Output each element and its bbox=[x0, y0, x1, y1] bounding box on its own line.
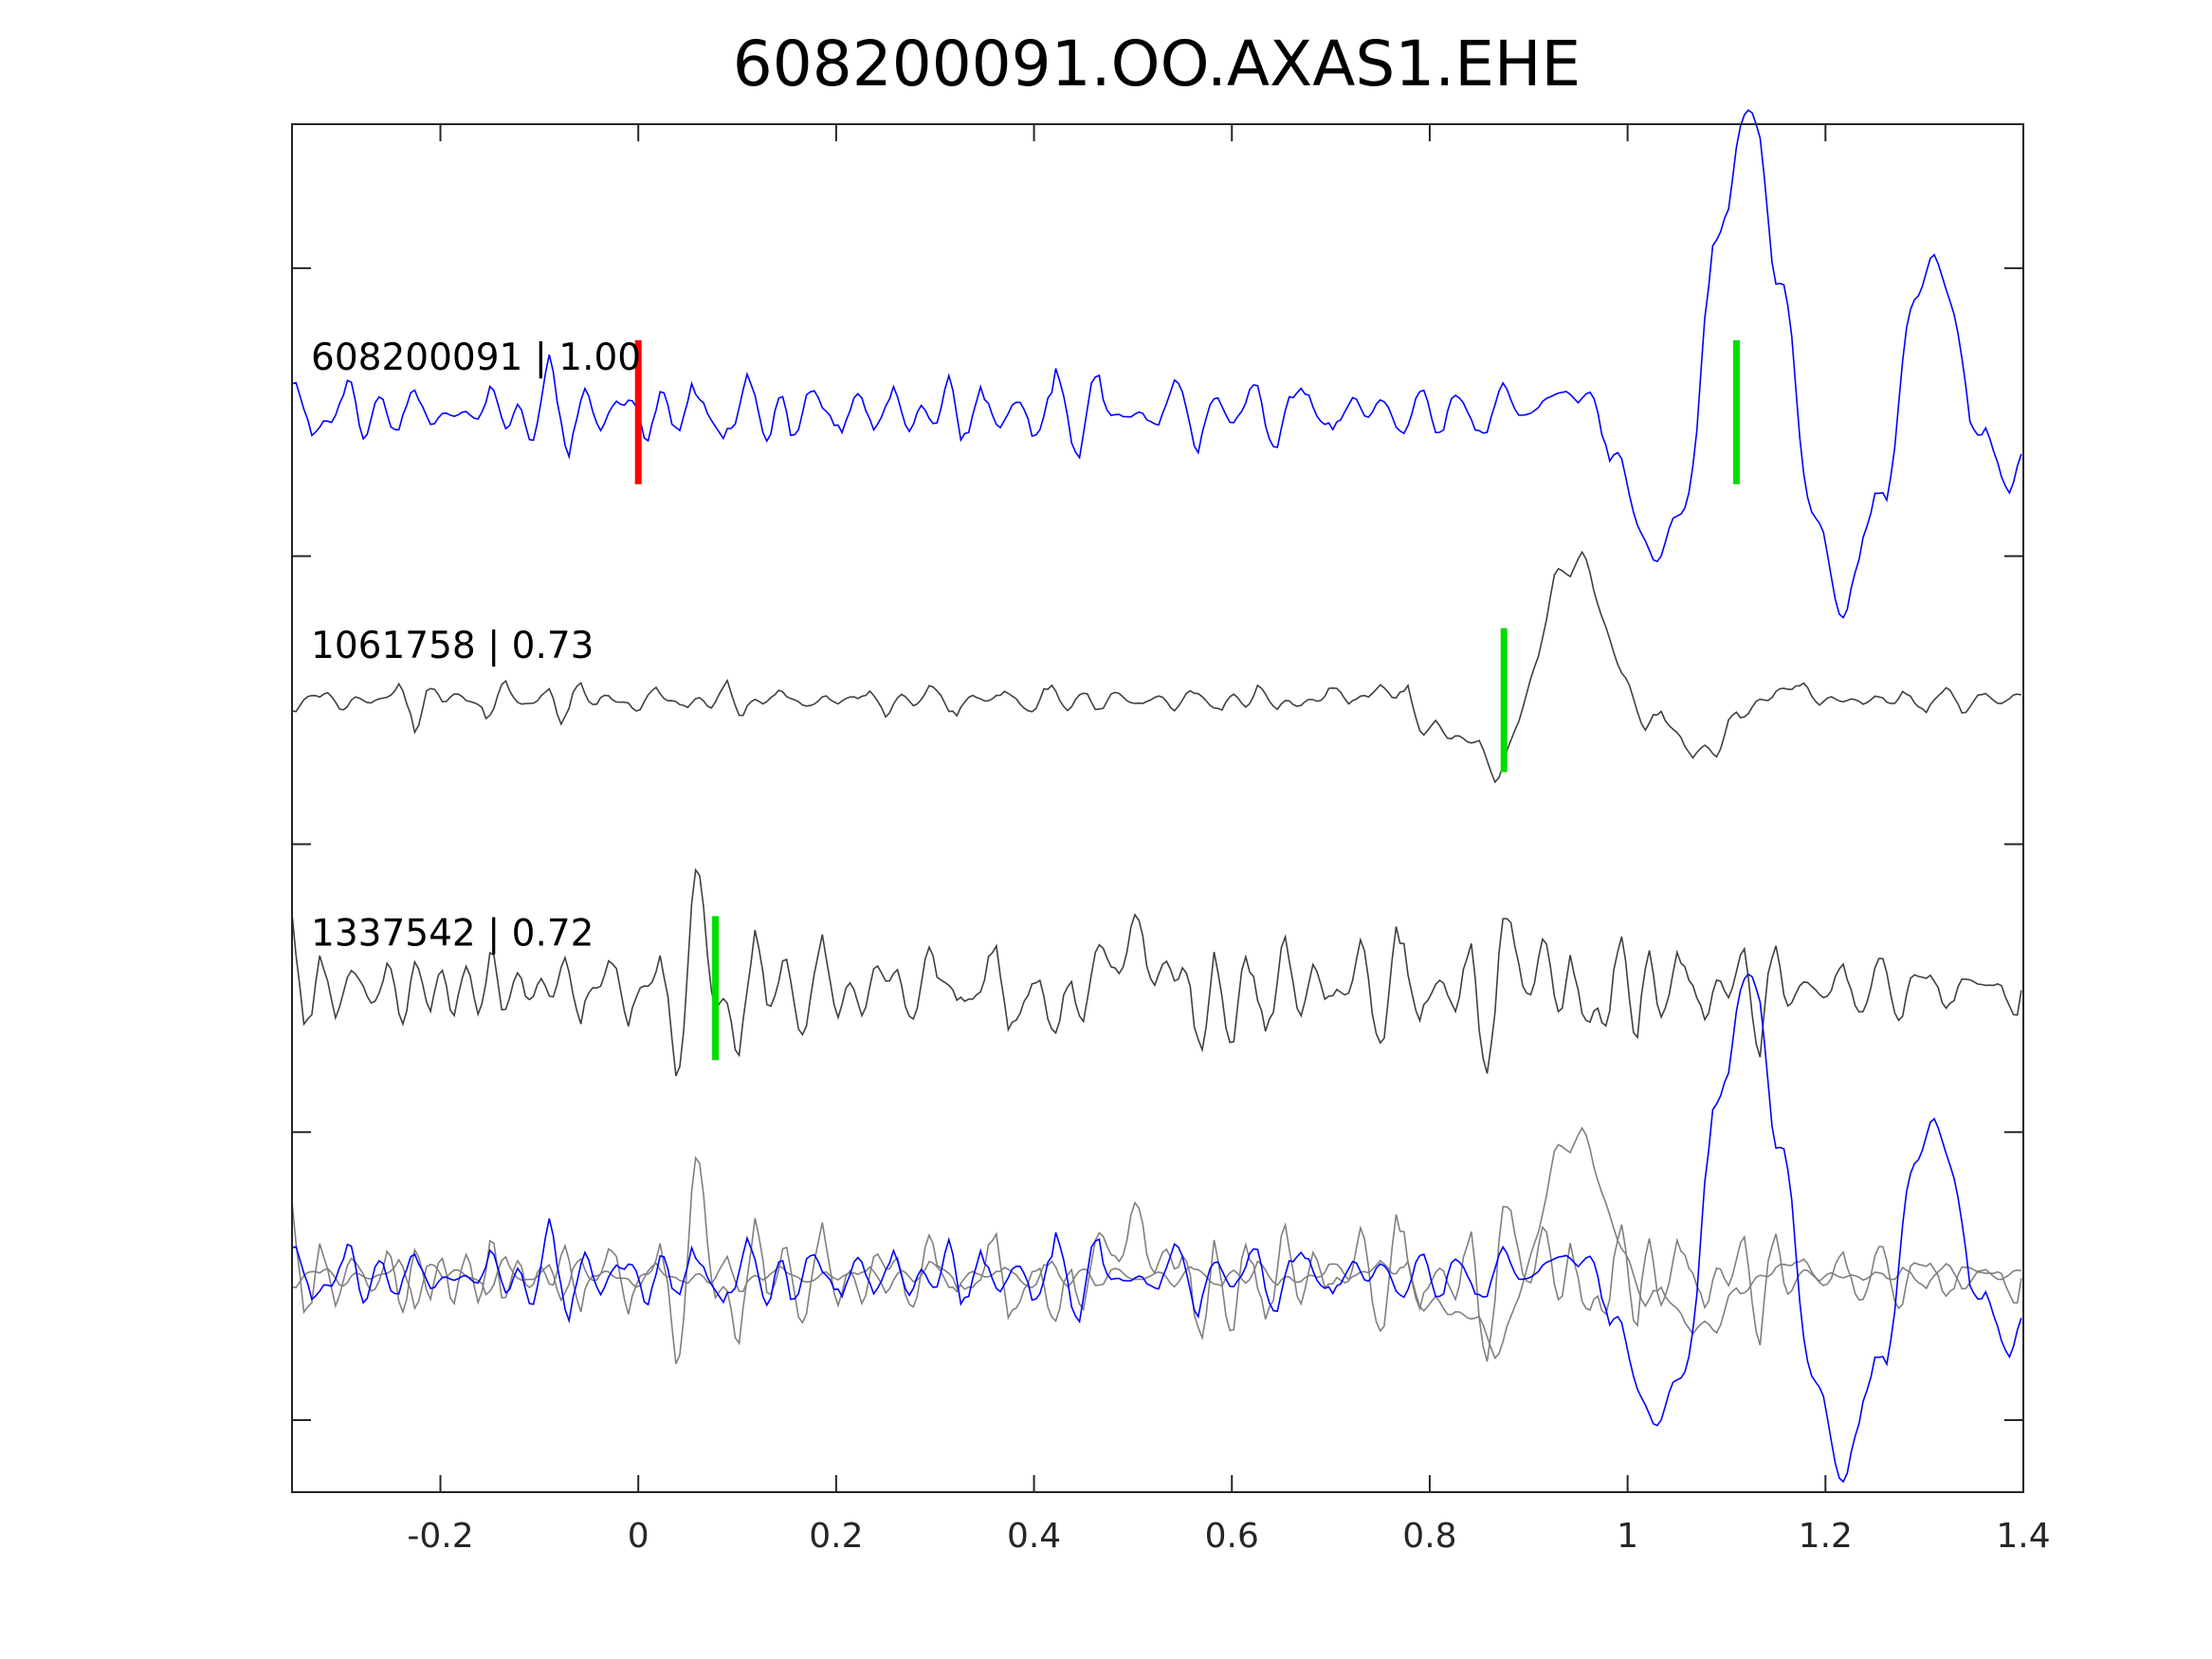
x-tick-label: 0.6 bbox=[1205, 1517, 1259, 1556]
x-tick-label: -0.2 bbox=[407, 1517, 473, 1556]
trace-608200091 bbox=[291, 109, 2022, 619]
trace-1337542 bbox=[291, 867, 2022, 1077]
plot-frame bbox=[291, 123, 2024, 1493]
x-tick-label: 0 bbox=[628, 1517, 649, 1556]
x-tick-label: 1.4 bbox=[1996, 1517, 2050, 1556]
trace-1061758 bbox=[291, 550, 2022, 784]
overlay-trace-1337542 bbox=[291, 1156, 2022, 1365]
x-tick-label: 0.4 bbox=[1007, 1517, 1061, 1556]
traces bbox=[291, 109, 2022, 1484]
trace-label: 608200091 | 1.00 bbox=[311, 337, 641, 379]
axis-ticks: -0.2 0 0.2 0.4 0.6 0.8 1 1.2 1.4 bbox=[292, 124, 2051, 1556]
x-tick-label: 0.8 bbox=[1402, 1517, 1456, 1556]
x-tick-label: 1 bbox=[1617, 1517, 1638, 1556]
x-tick-label: 0.2 bbox=[809, 1517, 863, 1556]
trace-labels: 608200091 | 1.00 1061758 | 0.73 1337542 | … bbox=[311, 337, 641, 956]
trace-label: 1061758 | 0.73 bbox=[311, 625, 594, 667]
trace-label: 1337542 | 0.72 bbox=[311, 913, 594, 956]
overlay-trace-1061758 bbox=[291, 1126, 2022, 1360]
chart-title: 608200091.OO.AXAS1.EHE bbox=[733, 27, 1581, 100]
x-tick-label: 1.2 bbox=[1799, 1517, 1853, 1556]
overlay-trace-608200091 bbox=[291, 973, 2022, 1484]
